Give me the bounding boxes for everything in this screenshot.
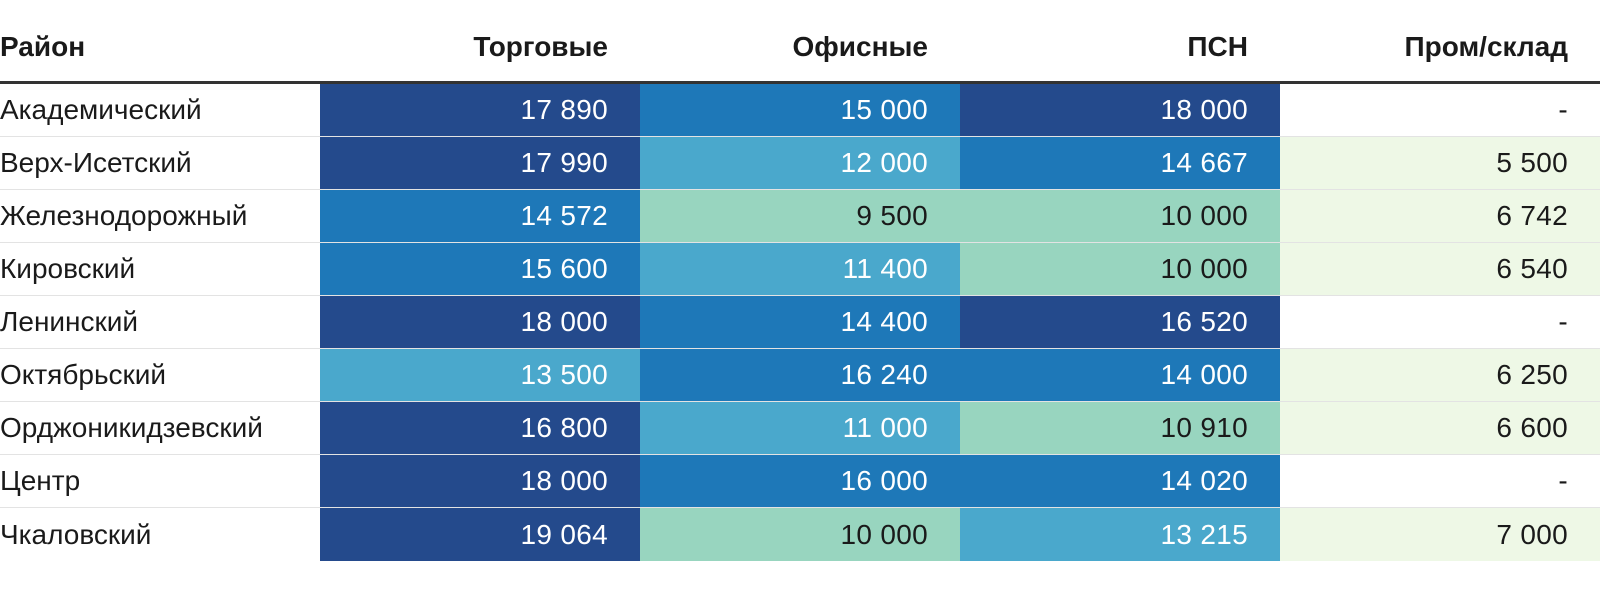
district-cell: Железнодорожный bbox=[0, 200, 248, 231]
value-cell: 16 240 bbox=[640, 349, 960, 401]
column-header: Пром/склад bbox=[1404, 31, 1568, 62]
value-cell: 10 000 bbox=[640, 508, 960, 561]
district-cell: Центр bbox=[0, 465, 81, 496]
value-cell: 16 520 bbox=[960, 296, 1280, 348]
table-body: Академический 17 890 15 000 18 000- Верх-Исе… bbox=[0, 84, 1600, 561]
table-row: Верх-Исетский 17 990 12 000 14 667 5 500 bbox=[0, 137, 1600, 190]
value-cell: 6 250 bbox=[1280, 349, 1600, 401]
table-header: Район Торговые Офисные ПСН Пром/склад bbox=[0, 22, 1600, 84]
value-cell: 14 020 bbox=[960, 455, 1280, 507]
table-row: Академический 17 890 15 000 18 000- bbox=[0, 84, 1600, 137]
value-cell: 11 000 bbox=[640, 402, 960, 454]
table-row: Центр 18 000 16 000 14 020- bbox=[0, 455, 1600, 508]
data-table: Район Торговые Офисные ПСН Пром/склад Ак… bbox=[0, 22, 1600, 561]
value-cell: 18 000 bbox=[320, 455, 640, 507]
value-cell: 18 000 bbox=[960, 84, 1280, 136]
value-cell: 9 500 bbox=[640, 190, 960, 242]
district-cell: Чкаловский bbox=[0, 518, 152, 550]
column-header: Торговые bbox=[473, 31, 608, 62]
value-cell: 14 000 bbox=[960, 349, 1280, 401]
table-row: Ленинский 18 000 14 400 16 520- bbox=[0, 296, 1600, 349]
district-cell: Академический bbox=[0, 94, 202, 125]
value-cell: 19 064 bbox=[320, 508, 640, 561]
value-cell: - bbox=[1280, 296, 1600, 348]
value-cell: 5 500 bbox=[1280, 137, 1600, 189]
table-row: Орджоникидзевский 16 800 11 000 10 910 6 600 bbox=[0, 402, 1600, 455]
value-cell: 14 400 bbox=[640, 296, 960, 348]
value-cell: 17 990 bbox=[320, 137, 640, 189]
value-cell: - bbox=[1280, 455, 1600, 507]
column-header: ПСН bbox=[1187, 31, 1248, 62]
value-cell: 12 000 bbox=[640, 137, 960, 189]
value-cell: 10 000 bbox=[960, 243, 1280, 295]
value-cell: 13 500 bbox=[320, 349, 640, 401]
value-cell: 6 540 bbox=[1280, 243, 1600, 295]
table-row: Железнодорожный 14 572 9 500 10 000 6 742 bbox=[0, 190, 1600, 243]
column-header: Район bbox=[0, 31, 86, 62]
table-row: Кировский 15 600 11 400 10 000 6 540 bbox=[0, 243, 1600, 296]
table-row: Чкаловский 19 064 10 000 13 215 7 000 bbox=[0, 508, 1600, 561]
value-cell: 6 600 bbox=[1280, 402, 1600, 454]
district-cell: Орджоникидзевский bbox=[0, 412, 263, 443]
value-cell: 15 600 bbox=[320, 243, 640, 295]
value-cell: 7 000 bbox=[1280, 508, 1600, 561]
value-cell: 10 910 bbox=[960, 402, 1280, 454]
value-cell: 11 400 bbox=[640, 243, 960, 295]
district-cell: Ленинский bbox=[0, 306, 139, 337]
district-cell: Кировский bbox=[0, 253, 136, 284]
value-cell: 10 000 bbox=[960, 190, 1280, 242]
value-cell: 16 800 bbox=[320, 402, 640, 454]
value-cell: 17 890 bbox=[320, 84, 640, 136]
value-cell: 6 742 bbox=[1280, 190, 1600, 242]
district-cell: Верх-Исетский bbox=[0, 147, 192, 178]
value-cell: 15 000 bbox=[640, 84, 960, 136]
value-cell: 14 572 bbox=[320, 190, 640, 242]
table-row: Октябрьский 13 500 16 240 14 000 6 250 bbox=[0, 349, 1600, 402]
district-cell: Октябрьский bbox=[0, 359, 167, 390]
value-cell: 16 000 bbox=[640, 455, 960, 507]
value-cell: 13 215 bbox=[960, 508, 1280, 561]
value-cell: - bbox=[1280, 84, 1600, 136]
value-cell: 14 667 bbox=[960, 137, 1280, 189]
value-cell: 18 000 bbox=[320, 296, 640, 348]
column-header: Офисные bbox=[792, 31, 928, 62]
